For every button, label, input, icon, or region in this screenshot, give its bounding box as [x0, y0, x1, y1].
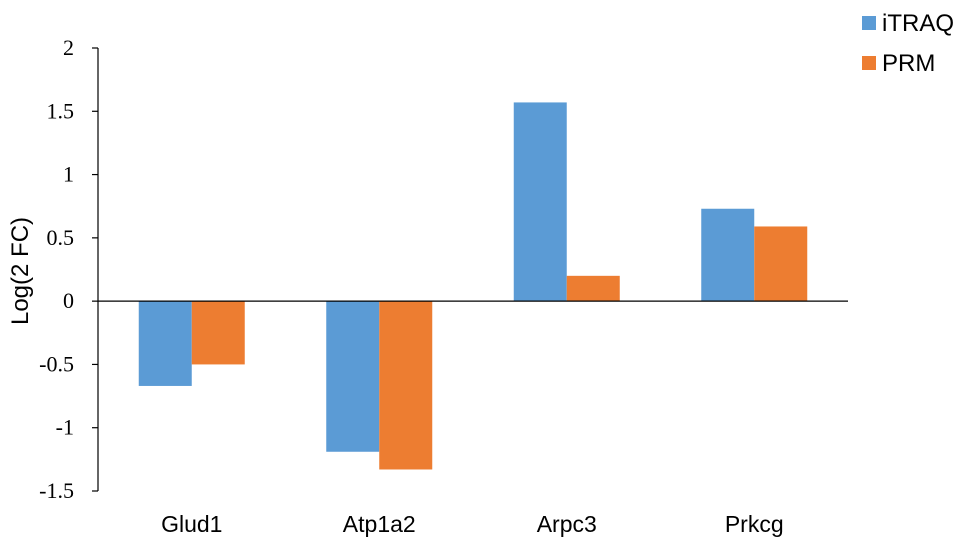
legend-swatch-prm [862, 56, 876, 70]
y-tick-label: 0 [63, 288, 74, 313]
y-axis-title: Log(2 FC) [7, 217, 34, 325]
x-category-label: Glud1 [161, 511, 222, 537]
y-tick-label: -0.5 [39, 351, 74, 376]
bars-layer [138, 102, 808, 470]
x-category-label: Atp1a2 [343, 511, 416, 537]
y-ticks-layer: 2 1.5 1 0.5 0 -0.5 -1 -1.5 [39, 35, 98, 503]
bar-prm-arpc3 [566, 275, 620, 302]
bar-itraq-prkcg [701, 208, 755, 302]
y-tick-label: 1.5 [47, 98, 75, 123]
y-tick-label: -1 [56, 415, 74, 440]
bar-prm-prkcg [754, 226, 808, 302]
y-tick-label: 0.5 [47, 225, 75, 250]
legend-label-itraq: iTRAQ [882, 10, 954, 37]
bar-prm-atp1a2 [379, 301, 433, 470]
legend-label-prm: PRM [882, 50, 935, 77]
y-tick-label: 2 [63, 35, 74, 60]
bar-itraq-atp1a2 [326, 301, 380, 452]
bar-itraq-glud1 [138, 301, 192, 386]
legend: iTRAQ PRM [862, 10, 954, 77]
x-labels-layer: Glud1 Atp1a2 Arpc3 Prkcg [161, 511, 784, 537]
bar-itraq-arpc3 [513, 102, 567, 302]
x-category-label: Arpc3 [537, 511, 597, 537]
y-tick-label: 1 [63, 162, 74, 187]
x-category-label: Prkcg [725, 511, 784, 537]
y-tick-label: -1.5 [39, 478, 74, 503]
bar-prm-glud1 [191, 301, 245, 365]
legend-swatch-itraq [862, 16, 876, 30]
